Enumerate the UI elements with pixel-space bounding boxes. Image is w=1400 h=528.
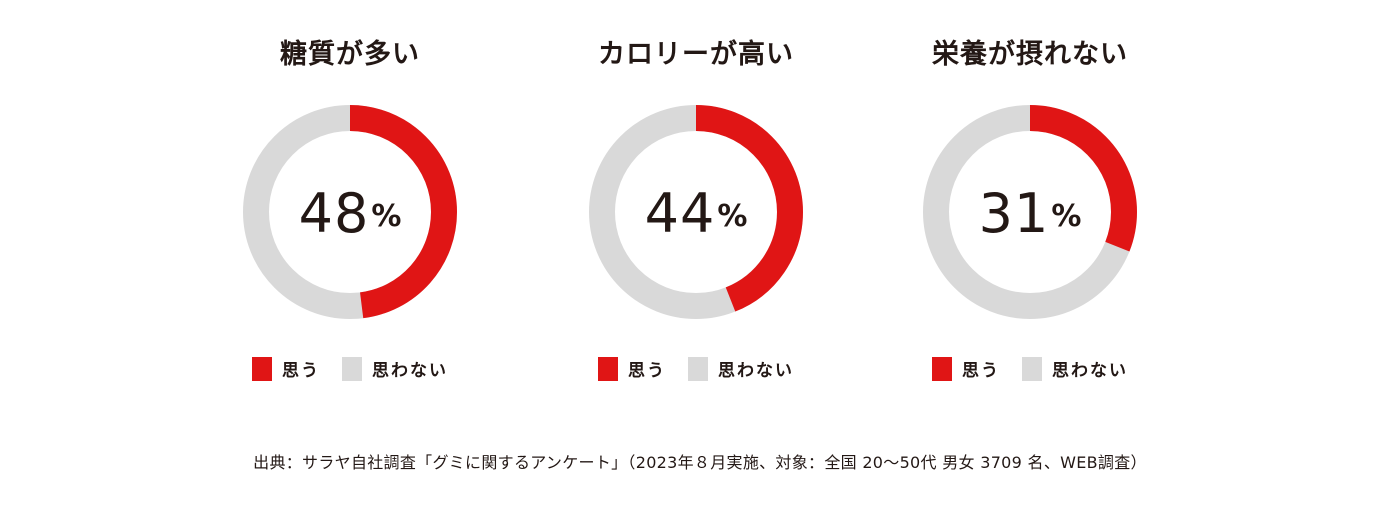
slice-agree: [243, 105, 457, 319]
source-note: 出典：サラヤ自社調査「グミに関するアンケート」（2023年８月実施、対象：全国 …: [253, 453, 1147, 472]
center-percentage: 44%: [586, 102, 806, 322]
donut-svg: [589, 105, 803, 319]
legend-label-agree: 思う: [628, 361, 666, 381]
legend-item-agree: 思う: [932, 356, 1000, 381]
center-percentage: 48%: [240, 102, 460, 322]
legend-swatch-agree: [598, 356, 618, 381]
chart-title: 栄養が摂れない: [932, 39, 1128, 70]
center-value: 44: [644, 181, 716, 245]
legend-item-disagree: 思わない: [688, 356, 794, 381]
legend-swatch-agree: [252, 356, 272, 381]
legend-swatch-agree: [932, 356, 952, 381]
chart-title: 糖質が多い: [280, 39, 420, 70]
legend: 思う 思わない: [200, 356, 500, 381]
legend-item-disagree: 思わない: [1022, 356, 1128, 381]
legend-item-agree: 思う: [598, 356, 666, 381]
legend-swatch-disagree: [1022, 356, 1042, 381]
chart-title: カロリーが高い: [598, 39, 794, 70]
slice-agree: [923, 105, 1137, 319]
donut-svg: [923, 105, 1137, 319]
slice-agree: [589, 105, 803, 319]
legend-label-disagree: 思わない: [372, 361, 448, 381]
donut-svg: [243, 105, 457, 319]
center-value: 31: [978, 181, 1050, 245]
donut-chart-1: 糖質が多い 48% 思う 思わない: [200, 0, 500, 400]
legend-swatch-disagree: [342, 356, 362, 381]
center-percentage: 31%: [920, 102, 1140, 322]
donut-chart-3: 栄養が摂れない 31% 思う 思わない: [880, 0, 1180, 400]
legend-label-disagree: 思わない: [718, 361, 794, 381]
percent-unit: %: [1051, 198, 1082, 234]
percent-unit: %: [717, 198, 748, 234]
center-value: 48: [298, 181, 370, 245]
legend: 思う 思わない: [880, 356, 1180, 381]
legend-label-agree: 思う: [962, 361, 1000, 381]
legend-swatch-disagree: [688, 356, 708, 381]
donut-chart-2: カロリーが高い 44% 思う 思わない: [546, 0, 846, 400]
legend: 思う 思わない: [546, 356, 846, 381]
donut-ring: [920, 102, 1140, 322]
legend-label-agree: 思う: [282, 361, 320, 381]
percent-unit: %: [371, 198, 402, 234]
legend-label-disagree: 思わない: [1052, 361, 1128, 381]
donut-ring: [586, 102, 806, 322]
legend-item-disagree: 思わない: [342, 356, 448, 381]
legend-item-agree: 思う: [252, 356, 320, 381]
donut-ring: [240, 102, 460, 322]
